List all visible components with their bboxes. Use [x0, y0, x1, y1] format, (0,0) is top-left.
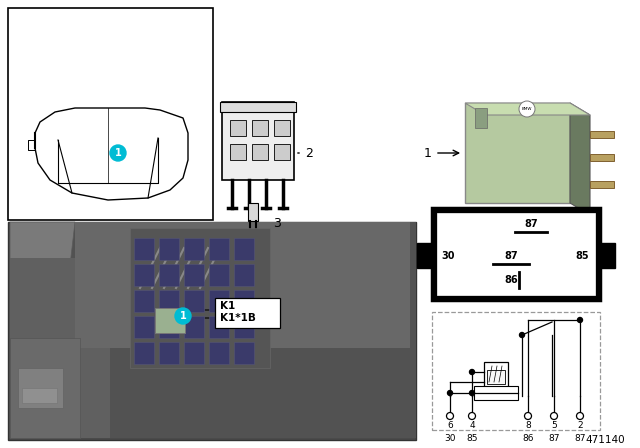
Bar — [134, 264, 154, 286]
Bar — [209, 290, 229, 312]
Bar — [274, 120, 290, 136]
Bar — [184, 290, 204, 312]
Bar — [159, 238, 179, 260]
Bar — [22, 388, 57, 403]
Bar — [437, 213, 595, 295]
Bar — [234, 238, 254, 260]
Circle shape — [470, 370, 474, 375]
Circle shape — [577, 413, 584, 419]
Text: 86: 86 — [504, 275, 518, 285]
Text: 6: 6 — [447, 421, 453, 430]
Bar — [465, 103, 570, 203]
Text: 30: 30 — [444, 434, 456, 443]
Bar — [274, 144, 290, 160]
Text: 1: 1 — [424, 146, 432, 159]
Bar — [159, 264, 179, 286]
Bar — [155, 308, 185, 333]
Circle shape — [468, 413, 476, 419]
Circle shape — [110, 145, 126, 161]
Bar — [230, 120, 246, 136]
Circle shape — [175, 308, 191, 324]
Bar — [159, 316, 179, 338]
Text: 8: 8 — [525, 421, 531, 430]
Bar — [220, 102, 296, 112]
Bar — [222, 102, 294, 180]
Circle shape — [550, 413, 557, 419]
Text: 87: 87 — [548, 434, 560, 443]
Bar — [234, 342, 254, 364]
Bar — [475, 108, 487, 128]
Text: 2: 2 — [305, 146, 313, 159]
Bar — [487, 370, 505, 384]
Bar — [159, 342, 179, 364]
Bar — [10, 222, 416, 438]
Bar — [234, 316, 254, 338]
Text: 30: 30 — [441, 251, 455, 261]
Circle shape — [470, 391, 474, 396]
Bar — [252, 120, 268, 136]
Bar — [184, 316, 204, 338]
Text: K1*1B: K1*1B — [220, 313, 256, 323]
Polygon shape — [570, 103, 590, 215]
Circle shape — [447, 391, 452, 396]
Bar — [590, 131, 614, 138]
Bar — [252, 144, 268, 160]
Bar — [184, 238, 204, 260]
Text: 1: 1 — [180, 311, 186, 321]
Circle shape — [447, 413, 454, 419]
Text: K1: K1 — [220, 301, 236, 311]
Bar — [234, 290, 254, 312]
Text: 2: 2 — [577, 421, 583, 430]
Bar — [8, 222, 416, 440]
Bar — [215, 298, 280, 328]
Text: 4: 4 — [469, 421, 475, 430]
Circle shape — [577, 318, 582, 323]
Bar — [10, 258, 110, 438]
Polygon shape — [465, 103, 590, 115]
Bar — [230, 144, 246, 160]
Bar — [432, 312, 600, 430]
Text: BMW: BMW — [522, 107, 532, 111]
Text: 85: 85 — [467, 434, 477, 443]
Text: 5: 5 — [551, 421, 557, 430]
Text: 3: 3 — [273, 216, 281, 229]
Bar — [209, 264, 229, 286]
Text: 87: 87 — [504, 251, 518, 261]
Bar — [10, 338, 80, 438]
Bar — [590, 154, 614, 161]
Bar — [474, 386, 518, 400]
Bar — [248, 203, 258, 221]
Text: 86: 86 — [522, 434, 534, 443]
Bar — [417, 243, 432, 268]
Bar — [130, 228, 270, 368]
Bar — [134, 290, 154, 312]
Bar — [590, 181, 614, 188]
Polygon shape — [10, 222, 75, 438]
Bar — [209, 342, 229, 364]
Bar — [159, 290, 179, 312]
Circle shape — [525, 413, 531, 419]
Bar — [8, 8, 213, 220]
Bar — [234, 264, 254, 286]
Circle shape — [519, 101, 535, 117]
Text: 471140: 471140 — [586, 435, 625, 445]
Bar — [134, 316, 154, 338]
Bar — [134, 342, 154, 364]
Text: 1: 1 — [115, 148, 122, 158]
Text: 87: 87 — [524, 219, 538, 229]
Text: 87: 87 — [574, 434, 586, 443]
Bar — [209, 238, 229, 260]
Bar — [432, 208, 600, 300]
Bar — [484, 362, 508, 392]
Circle shape — [520, 332, 525, 337]
Bar — [134, 238, 154, 260]
Bar — [18, 368, 63, 408]
Bar — [75, 222, 410, 348]
Bar — [184, 342, 204, 364]
Bar — [209, 316, 229, 338]
Bar — [600, 243, 615, 268]
Text: 85: 85 — [575, 251, 589, 261]
Bar — [184, 264, 204, 286]
